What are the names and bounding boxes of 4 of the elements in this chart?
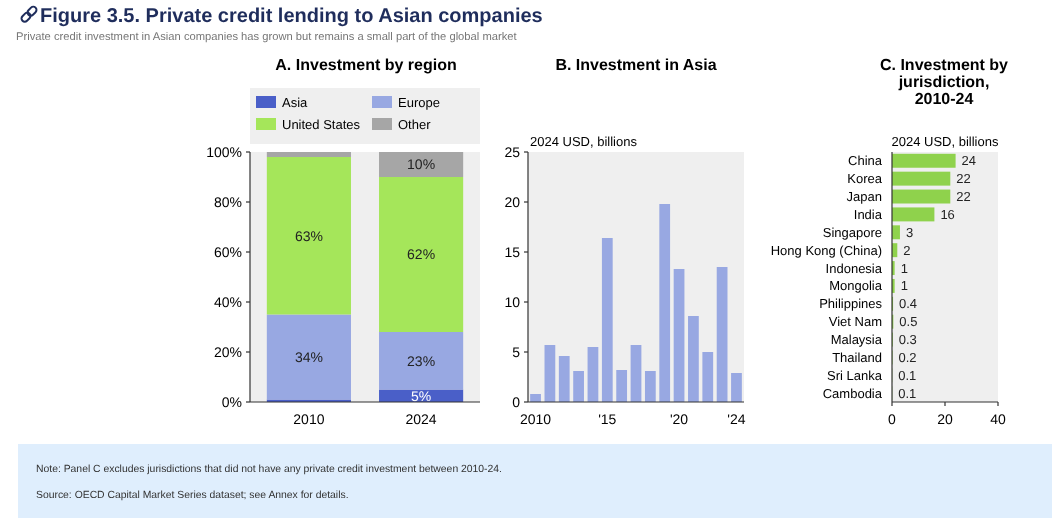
chart-title: B. Investment in Asia	[555, 56, 718, 74]
chart-title: C. Investment by jurisdiction, 2010-24	[879, 56, 1010, 108]
chart-title: A. Investment by region	[275, 56, 457, 74]
text: Figure 3.5. Private credit lending to Asian companies	[40, 6, 544, 28]
